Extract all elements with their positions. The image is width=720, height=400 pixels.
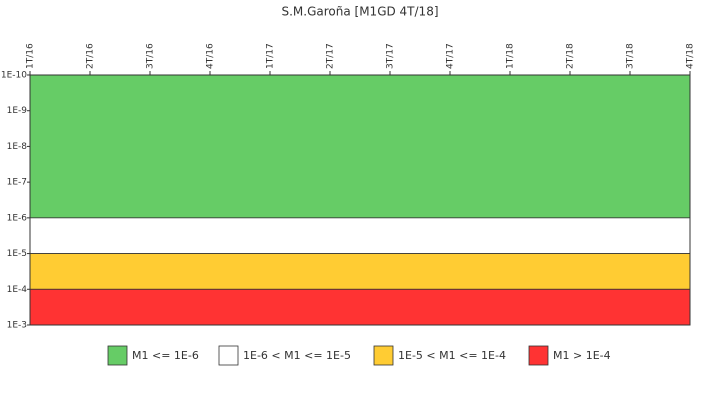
y-tick-label: 1E-5 xyxy=(7,249,27,259)
band xyxy=(29,253,691,290)
legend-swatch xyxy=(218,345,239,366)
x-tick-label: 1T/17 xyxy=(266,43,276,69)
y-tick-label: 1E-8 xyxy=(7,142,28,152)
x-tick-label: 1T/18 xyxy=(506,43,516,69)
y-tick-label: 1E-4 xyxy=(7,285,28,295)
x-tick-label: 2T/16 xyxy=(86,43,96,69)
plot-frame xyxy=(29,74,691,326)
x-tick-label: 3T/18 xyxy=(626,43,636,69)
x-tick-label: 1T/16 xyxy=(26,43,36,69)
legend-swatch xyxy=(373,345,394,366)
x-tick-label: 3T/17 xyxy=(386,43,396,69)
x-tick-label: 4T/18 xyxy=(686,43,696,69)
legend-swatch xyxy=(528,345,549,366)
legend-swatch xyxy=(107,345,128,366)
x-tick-label: 3T/16 xyxy=(146,43,156,69)
y-tick-label: 1E-7 xyxy=(7,178,27,188)
legend-label: 1E-5 < M1 <= 1E-4 xyxy=(398,349,506,362)
x-tick-label: 4T/16 xyxy=(206,43,216,69)
x-tick-label: 2T/17 xyxy=(326,43,336,69)
legend-label: M1 <= 1E-6 xyxy=(132,349,199,362)
band xyxy=(29,74,691,219)
band xyxy=(29,217,691,254)
legend-label: 1E-6 < M1 <= 1E-5 xyxy=(243,349,351,362)
band xyxy=(29,288,691,326)
x-tick-label: 4T/17 xyxy=(446,43,456,69)
y-tick-label: 1E-3 xyxy=(7,321,27,331)
y-tick-label: 1E-10 xyxy=(1,71,27,81)
chart-title: S.M.Garoña [M1GD 4T/18] xyxy=(281,5,438,19)
legend-label: M1 > 1E-4 xyxy=(553,349,611,362)
y-tick-label: 1E-9 xyxy=(7,106,28,116)
y-tick-label: 1E-6 xyxy=(7,213,28,223)
x-tick-label: 2T/18 xyxy=(566,43,576,69)
